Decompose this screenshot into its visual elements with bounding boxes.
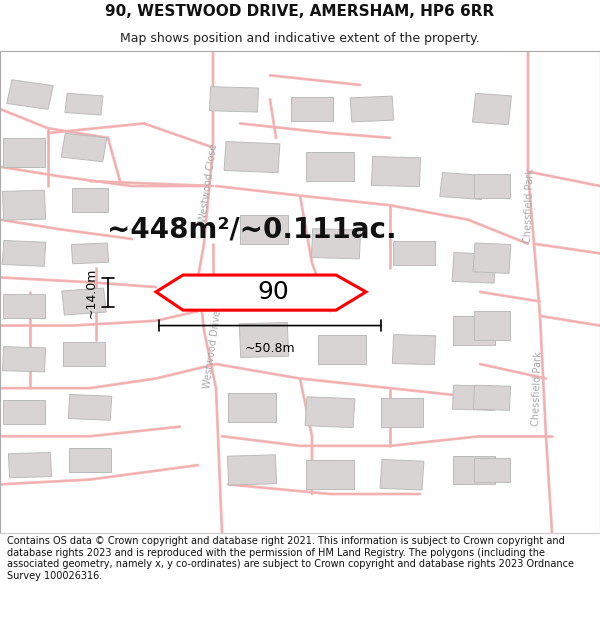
Polygon shape (381, 398, 423, 427)
Polygon shape (224, 142, 280, 172)
Text: ~448m²/~0.111ac.: ~448m²/~0.111ac. (107, 215, 397, 243)
Polygon shape (306, 460, 354, 489)
Polygon shape (228, 393, 276, 422)
Polygon shape (472, 93, 512, 124)
Polygon shape (68, 394, 112, 420)
Polygon shape (311, 229, 361, 259)
Polygon shape (3, 138, 45, 167)
Polygon shape (306, 152, 354, 181)
Polygon shape (227, 455, 277, 485)
Polygon shape (240, 215, 288, 244)
Text: ~50.8m: ~50.8m (245, 342, 295, 356)
Polygon shape (3, 294, 45, 318)
Text: Westwood Close: Westwood Close (199, 144, 219, 224)
Polygon shape (65, 93, 103, 115)
Polygon shape (291, 97, 333, 121)
Text: Chessfield Park: Chessfield Park (523, 168, 535, 242)
Polygon shape (474, 174, 510, 198)
Polygon shape (371, 156, 421, 187)
Polygon shape (2, 241, 46, 266)
Polygon shape (452, 385, 496, 411)
Text: Contains OS data © Crown copyright and database right 2021. This information is : Contains OS data © Crown copyright and d… (7, 536, 574, 581)
Polygon shape (474, 458, 510, 482)
Polygon shape (350, 96, 394, 122)
Polygon shape (474, 311, 510, 340)
Polygon shape (156, 275, 366, 310)
Polygon shape (318, 335, 366, 364)
Polygon shape (71, 243, 109, 264)
Text: Westwood Drive: Westwood Drive (203, 310, 223, 389)
Polygon shape (305, 397, 355, 428)
Polygon shape (453, 456, 495, 484)
Polygon shape (61, 133, 107, 162)
Polygon shape (69, 448, 111, 472)
Polygon shape (473, 385, 511, 410)
Text: 90, WESTWOOD DRIVE, AMERSHAM, HP6 6RR: 90, WESTWOOD DRIVE, AMERSHAM, HP6 6RR (106, 4, 494, 19)
Polygon shape (380, 459, 424, 490)
Polygon shape (63, 342, 105, 366)
Polygon shape (473, 243, 511, 273)
Polygon shape (393, 241, 435, 266)
Polygon shape (453, 316, 495, 345)
Polygon shape (440, 173, 484, 199)
Text: Map shows position and indicative extent of the property.: Map shows position and indicative extent… (120, 32, 480, 45)
Text: ~14.0m: ~14.0m (84, 268, 97, 318)
Polygon shape (8, 452, 52, 478)
Polygon shape (239, 322, 289, 357)
Polygon shape (2, 347, 46, 372)
Polygon shape (2, 190, 46, 220)
Polygon shape (72, 188, 108, 213)
Polygon shape (62, 288, 106, 315)
Polygon shape (209, 87, 259, 112)
Text: Chessfield Park: Chessfield Park (531, 351, 543, 426)
Polygon shape (3, 400, 45, 424)
Polygon shape (452, 253, 496, 283)
Polygon shape (392, 334, 436, 364)
Text: 90: 90 (257, 280, 289, 304)
Polygon shape (7, 80, 53, 109)
